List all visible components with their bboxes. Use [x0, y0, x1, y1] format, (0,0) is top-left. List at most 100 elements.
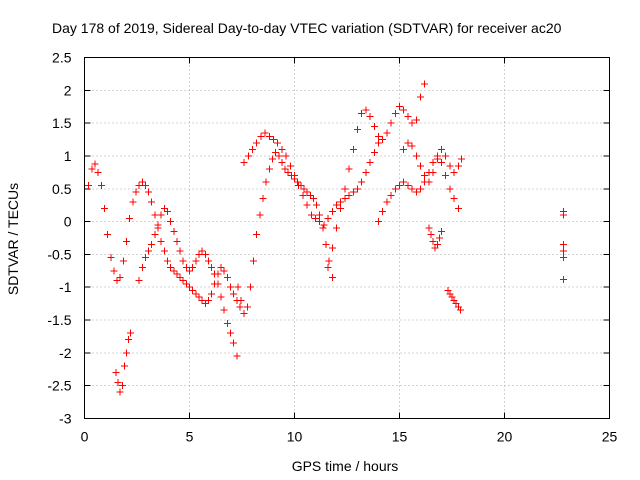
- data-point: [151, 211, 159, 219]
- data-point: [244, 152, 252, 160]
- data-point: [319, 224, 327, 232]
- data-point: [176, 273, 184, 281]
- data-point: [100, 204, 108, 212]
- data-point: [429, 159, 437, 167]
- data-point: [91, 160, 99, 168]
- data-point: [307, 211, 315, 219]
- data-point: [201, 250, 209, 258]
- data-point: [250, 257, 258, 265]
- data-point: [284, 168, 292, 176]
- data-point: [429, 237, 437, 245]
- plot-frame: [84, 57, 610, 419]
- data-point: [303, 188, 311, 196]
- data-point: [107, 254, 115, 262]
- data-point: [306, 191, 314, 199]
- series-ac20-k: [559, 208, 567, 283]
- y-tick-label: 2: [64, 82, 72, 98]
- data-point: [291, 172, 298, 180]
- x-tick-label: 10: [287, 429, 303, 445]
- data-point: [167, 264, 175, 272]
- data-point: [337, 198, 345, 206]
- data-point: [272, 149, 280, 157]
- data-point: [85, 181, 93, 189]
- data-point: [450, 168, 458, 176]
- series-ac20-h: [400, 139, 465, 186]
- data-point: [179, 257, 187, 265]
- data-point: [313, 201, 321, 209]
- data-point: [417, 93, 424, 101]
- data-point: [559, 241, 567, 249]
- data-point: [256, 211, 264, 219]
- data-point: [294, 178, 302, 186]
- data-point: [259, 195, 267, 203]
- data-point: [442, 152, 450, 160]
- data-point: [408, 119, 416, 127]
- data-point: [435, 234, 443, 242]
- data-point: [262, 178, 270, 186]
- data-point: [129, 198, 137, 206]
- data-point: [412, 188, 420, 196]
- data-point: [223, 319, 231, 327]
- data-point: [383, 129, 391, 137]
- data-point: [211, 270, 219, 278]
- data-point: [274, 139, 282, 147]
- data-point: [145, 188, 153, 196]
- data-point: [417, 185, 424, 193]
- data-point: [198, 247, 206, 255]
- data-point: [375, 139, 382, 147]
- data-point: [412, 116, 420, 124]
- data-point: [113, 277, 121, 285]
- data-point: [123, 237, 130, 245]
- data-point: [226, 283, 234, 291]
- y-tick-label: -0.5: [47, 246, 71, 262]
- data-point: [204, 257, 212, 265]
- data-point: [217, 293, 225, 301]
- data-point: [126, 214, 134, 222]
- data-point: [186, 283, 193, 291]
- y-tick-label: -2: [59, 345, 72, 361]
- data-point: [141, 181, 149, 189]
- x-axis-label: GPS time / hours: [292, 458, 399, 474]
- data-point: [299, 191, 307, 199]
- data-point: [265, 165, 273, 173]
- data-point: [408, 185, 416, 193]
- series-ac20-a: [85, 160, 244, 311]
- data-point: [104, 231, 112, 239]
- data-point: [328, 273, 336, 281]
- data-point: [370, 122, 378, 130]
- data-point: [286, 162, 294, 170]
- data-point: [278, 159, 286, 167]
- data-point: [446, 162, 454, 170]
- data-point: [249, 145, 256, 153]
- data-point: [123, 349, 130, 357]
- data-point: [261, 129, 269, 137]
- series-ac20-i: [425, 224, 445, 252]
- data-point: [559, 254, 567, 262]
- data-point: [214, 280, 222, 288]
- data-point: [303, 201, 311, 209]
- data-point: [160, 204, 168, 212]
- series-ac20-j: [444, 287, 464, 314]
- data-point: [559, 247, 567, 255]
- data-point: [157, 237, 165, 245]
- data-point: [366, 159, 374, 167]
- data-point: [179, 277, 187, 285]
- data-point: [141, 254, 149, 262]
- data-point: [119, 257, 127, 265]
- data-point: [438, 159, 445, 167]
- data-point: [257, 132, 265, 140]
- data-point: [349, 145, 357, 153]
- grid: [84, 57, 610, 419]
- data-point: [387, 191, 395, 199]
- data-point: [265, 132, 273, 140]
- data-point: [118, 382, 126, 390]
- data-point: [236, 303, 244, 311]
- data-point: [135, 277, 143, 285]
- data-point: [182, 264, 190, 272]
- data-point: [160, 247, 168, 255]
- data-point: [358, 178, 366, 186]
- data-point: [110, 267, 118, 275]
- data-point: [88, 165, 96, 173]
- data-point: [154, 221, 162, 229]
